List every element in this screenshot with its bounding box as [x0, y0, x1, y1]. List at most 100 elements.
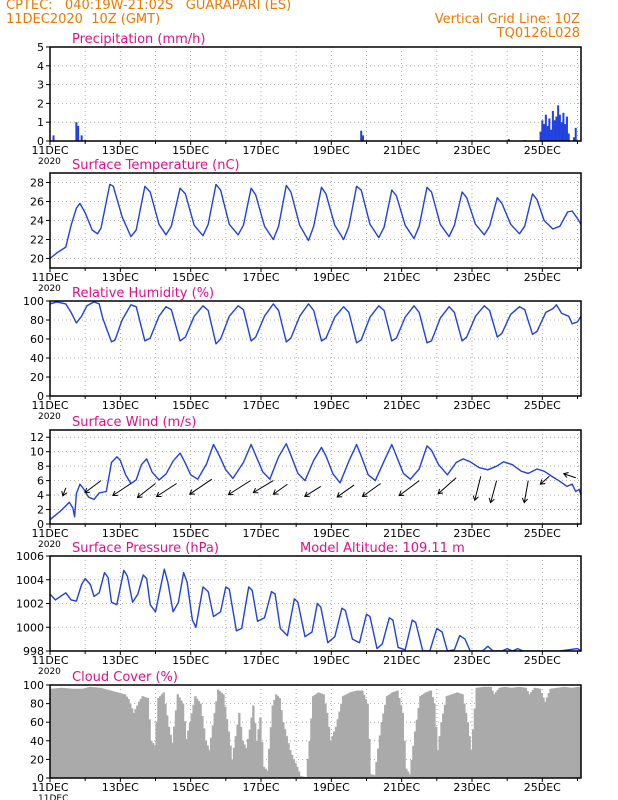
cloud-bar	[290, 754, 294, 778]
cloud-bar	[159, 696, 162, 778]
x-tick-label: 11DEC	[31, 781, 68, 794]
cloud-bar	[130, 708, 134, 778]
cloud-bar	[287, 743, 290, 778]
y-tick-label: 10	[30, 446, 44, 459]
cloud-bar	[185, 738, 188, 778]
x-tick-label: 15DEC	[172, 399, 209, 412]
cloud-bar	[275, 694, 278, 778]
precip-bar	[555, 116, 558, 141]
cloud-bar	[181, 703, 185, 778]
wind-arrow	[563, 473, 576, 479]
precip-bar	[77, 125, 80, 141]
cloud-bar	[505, 687, 508, 778]
cloud-bar	[350, 691, 354, 778]
cloud-bar	[354, 691, 357, 778]
wind-arrow	[84, 480, 102, 494]
cloud-bar	[403, 740, 406, 778]
x-tick-label: 11DEC	[31, 654, 68, 667]
cloud-bar	[262, 766, 266, 778]
cloud-bar	[215, 701, 218, 778]
cloud-bar	[283, 729, 287, 778]
y-tick-label: 6	[37, 475, 44, 488]
cloud-bar	[260, 742, 264, 778]
cloud-bar	[79, 688, 83, 778]
cloud-bar	[486, 686, 489, 778]
cloud-bar	[83, 688, 86, 778]
x-tick-label: 17DEC	[242, 144, 279, 157]
y-tick-label: 60	[30, 716, 44, 729]
panel-4: 998 1000 1002 1004 1006 11DEC 13DEC 15DEC 17DEC 1…	[16, 541, 582, 677]
cloud-bar	[294, 763, 297, 778]
x-tick-label: 19DEC	[313, 271, 350, 284]
wind-arrow-head	[361, 491, 368, 498]
cloud-bar	[234, 736, 237, 778]
cloud-bar	[406, 771, 410, 778]
cloud-bar	[273, 699, 276, 778]
cloud-bar	[315, 693, 318, 778]
cloud-bar	[141, 696, 144, 778]
cloud-bar	[250, 717, 253, 778]
x-tick-label: 23DEC	[453, 654, 490, 667]
x-tick-label: 19DEC	[313, 144, 350, 157]
cloud-bar	[475, 687, 478, 778]
y-tick-label: 100	[23, 295, 44, 308]
cloud-bar	[231, 759, 234, 778]
cloud-bar	[259, 717, 262, 778]
cloud-bar	[431, 697, 434, 778]
cloud-bar	[410, 760, 413, 778]
y-tick-label: 80	[30, 314, 44, 327]
series-line	[50, 568, 581, 651]
cloud-bar	[220, 692, 223, 778]
cloud-bar	[508, 687, 512, 778]
cloud-bar	[507, 687, 510, 778]
cloud-bar	[512, 687, 515, 778]
cloud-bar	[60, 687, 63, 778]
cloud-bar	[405, 768, 408, 778]
precip-bar	[507, 139, 510, 141]
cloud-bar	[148, 719, 151, 778]
x-year-label: 2020	[38, 284, 61, 294]
cloud-bar	[285, 736, 288, 778]
cloud-bar	[311, 696, 315, 778]
cloud-bar	[99, 687, 102, 778]
cloud-bar	[120, 693, 123, 778]
cloud-bar	[115, 691, 118, 778]
wind-arrow-head	[336, 492, 343, 498]
cloud-bar	[563, 686, 566, 778]
y-tick-label: 20	[30, 371, 44, 384]
x-tick-label: 23DEC	[453, 271, 490, 284]
precip-bar	[548, 118, 551, 141]
cloud-bar	[106, 689, 109, 778]
cloud-bar	[347, 693, 350, 778]
panel-annotation: Model Altitude: 109.11 m	[300, 541, 465, 556]
cloud-bar	[493, 694, 496, 778]
cloud-bar	[255, 740, 259, 778]
cloud-bar	[399, 705, 403, 778]
cloud-bar	[297, 771, 301, 778]
cloud-bar	[565, 687, 568, 778]
x-tick-label: 19DEC	[313, 399, 350, 412]
wind-arrow	[437, 477, 457, 495]
cloud-bar	[276, 696, 280, 778]
cloud-bar	[519, 687, 522, 778]
cloud-bar	[491, 690, 494, 778]
wind-arrow	[398, 480, 420, 497]
cloud-bar	[153, 745, 157, 778]
cloud-bar	[392, 691, 396, 778]
series-group	[52, 105, 577, 141]
cloud-bar	[53, 688, 56, 778]
cloud-bar	[90, 687, 93, 778]
cloud-bar	[317, 692, 320, 778]
cloud-bar	[62, 687, 65, 778]
y-tick-label: 1000	[16, 621, 44, 634]
wind-arrow	[156, 483, 177, 497]
wind-arrow-head	[472, 495, 479, 502]
cloud-bar	[473, 708, 477, 778]
cloud-bar	[51, 688, 55, 778]
cloud-bar	[81, 688, 85, 778]
wind-arrow	[336, 484, 355, 498]
cloud-bar	[271, 705, 274, 778]
cloud-bar	[289, 750, 292, 778]
precip-bar	[52, 135, 55, 141]
cloud-bar	[180, 700, 183, 778]
